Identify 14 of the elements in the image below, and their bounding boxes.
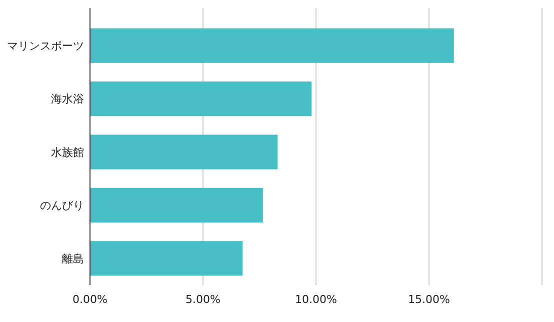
x-tick-label: 5.00%	[186, 293, 220, 306]
y-tick-label: 水族館	[51, 146, 84, 159]
x-tick-label: 10.00%	[295, 293, 337, 306]
bar	[90, 134, 278, 170]
bar	[90, 188, 263, 222]
bar	[90, 28, 454, 63]
bar	[90, 82, 312, 116]
y-tick-label: 海水浴	[51, 92, 84, 106]
x-tick-label: 0.00%	[72, 293, 108, 306]
x-tick-label: 15.00%	[408, 293, 450, 306]
y-tick-label: のんびり	[40, 199, 84, 212]
y-tick-label: マリンスポーツ	[7, 39, 84, 52]
bar	[90, 241, 243, 276]
y-tick-label: 離島	[62, 252, 84, 266]
